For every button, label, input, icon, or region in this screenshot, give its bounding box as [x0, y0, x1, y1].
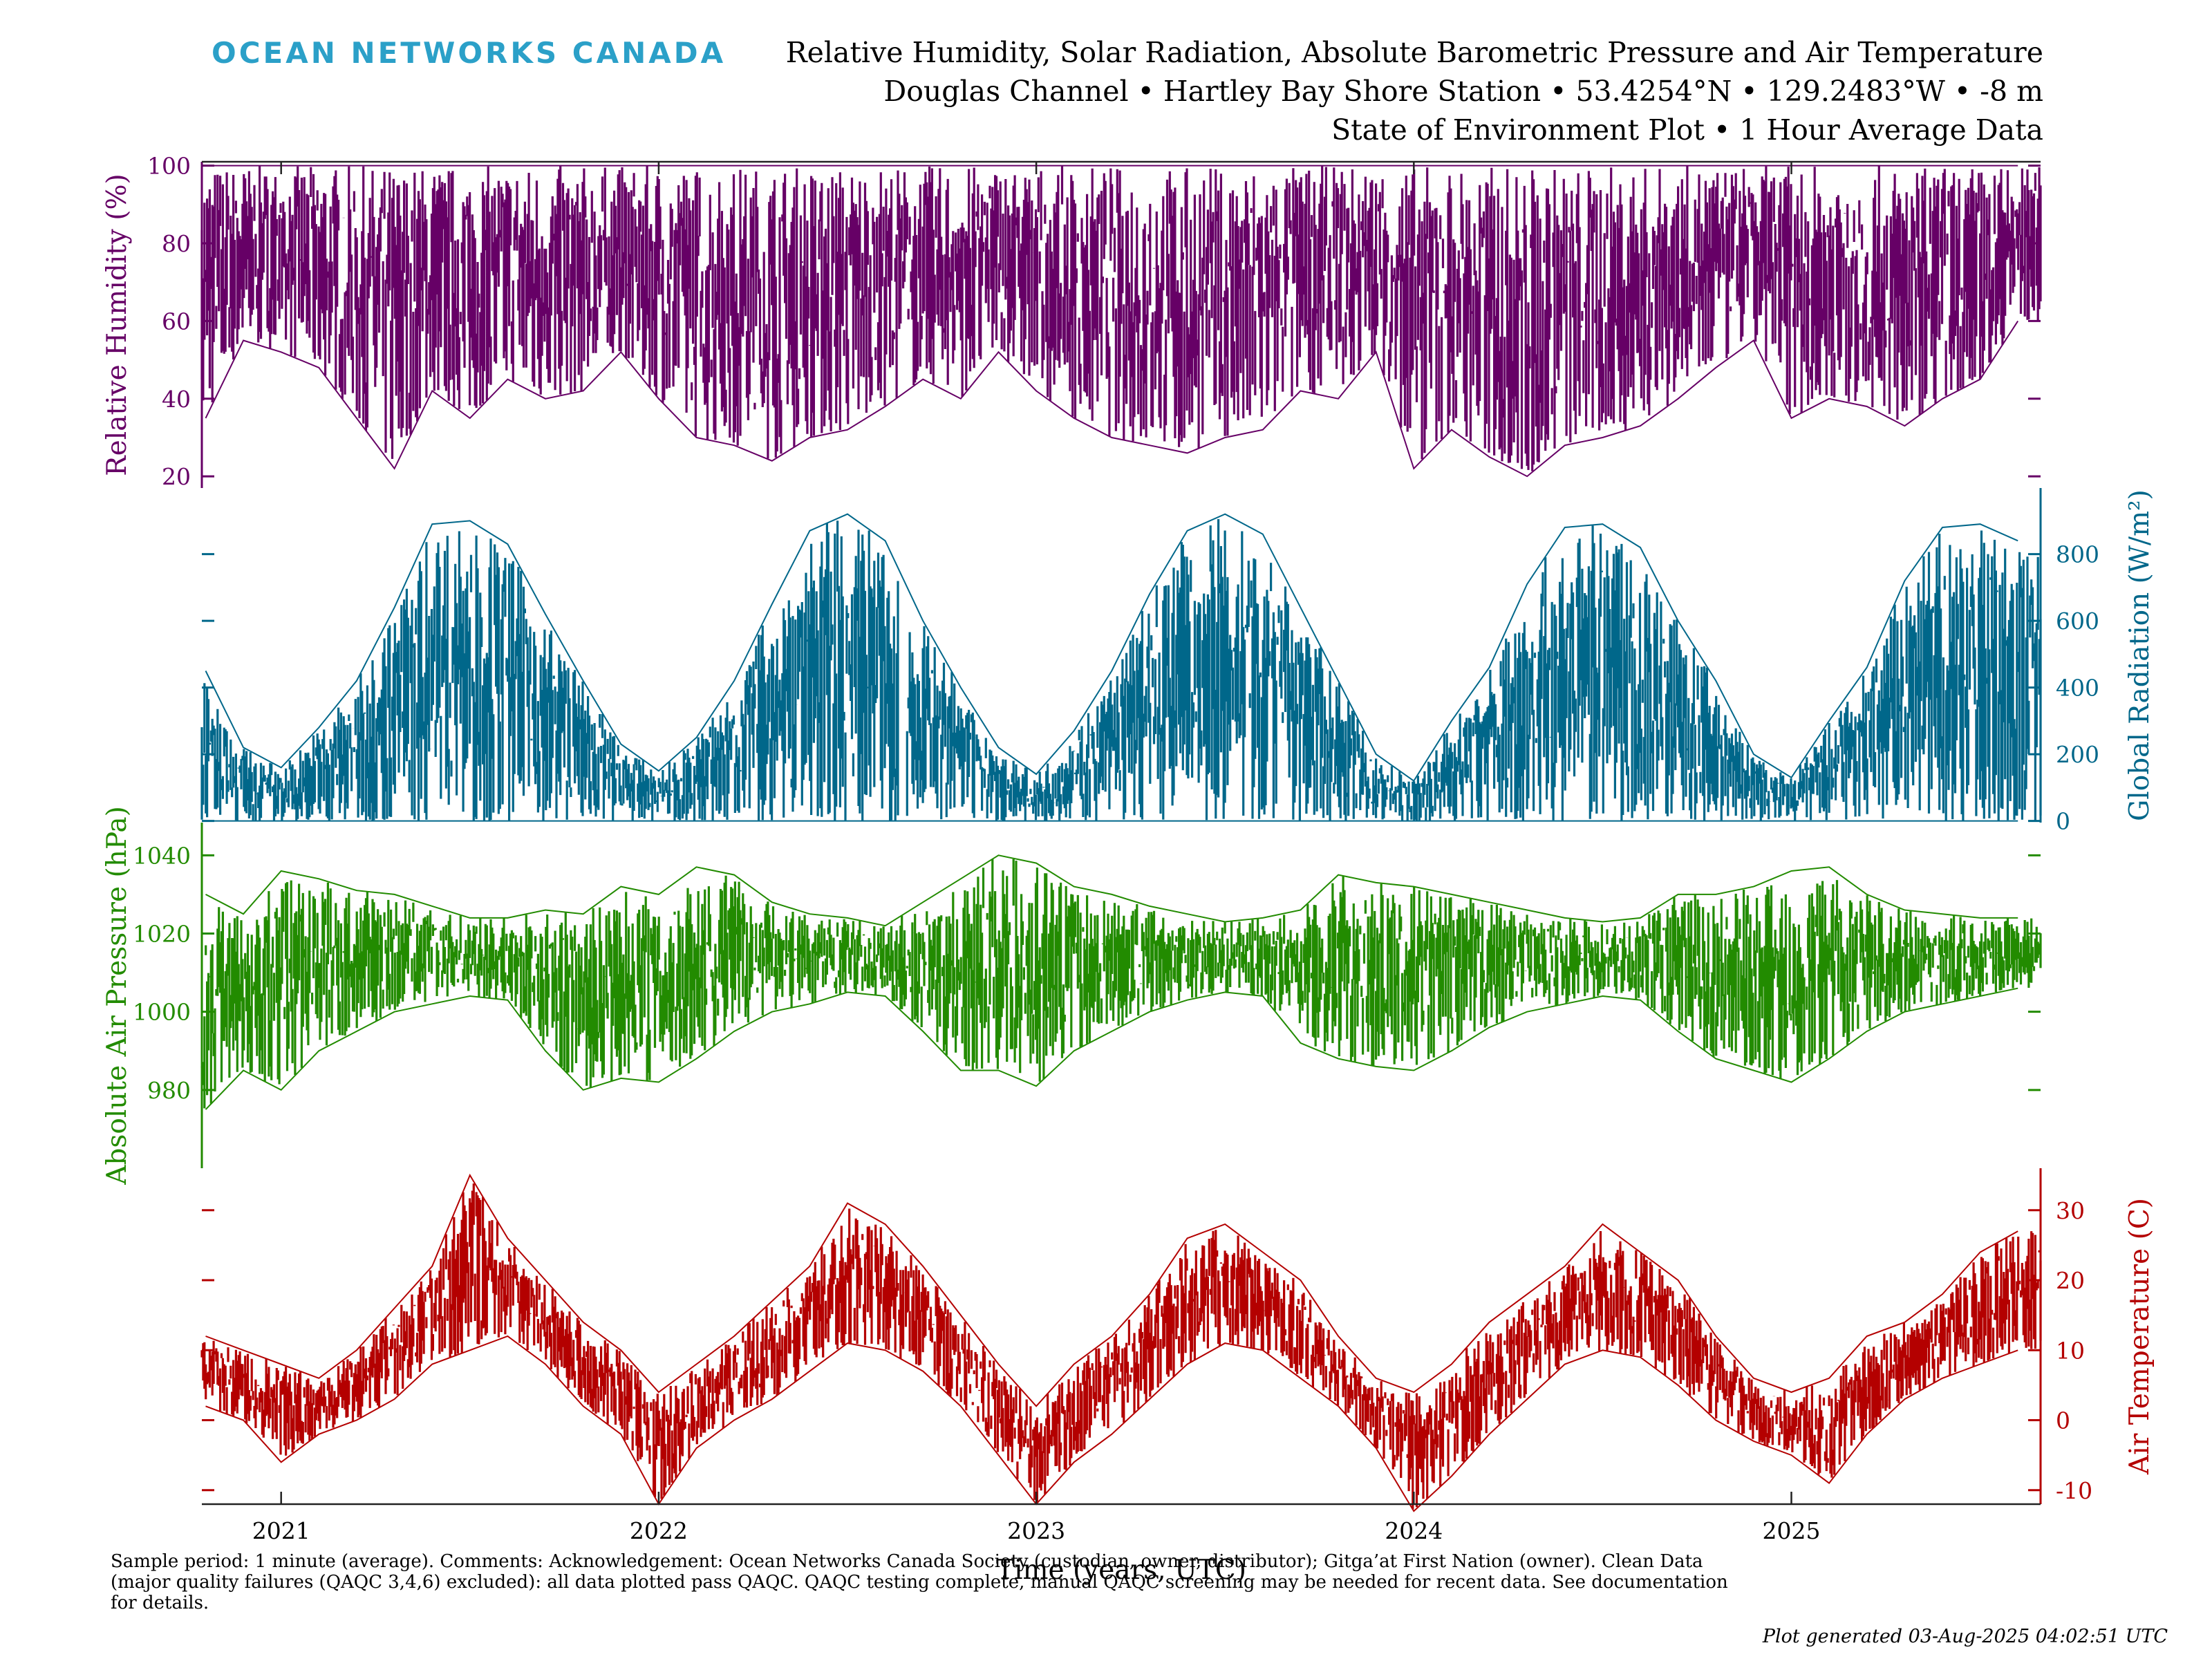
y-tick-label: 980 [147, 1077, 191, 1104]
x-axis-title: Time (years, UTC) [996, 1555, 1246, 1586]
y-tick-label: 1020 [133, 920, 191, 947]
y-axis-title: Global Radiation (W/m²) [2124, 489, 2155, 821]
y-tick-label: 40 [162, 386, 191, 413]
y-tick-label: 600 [2056, 608, 2099, 635]
series-trace [200, 859, 2042, 1109]
x-tick-label: 2023 [1007, 1517, 1065, 1544]
y-tick-label: 60 [162, 308, 191, 335]
y-tick-label: 20 [162, 463, 191, 490]
chart-subtitle-plot-type: State of Environment Plot • 1 Hour Avera… [1331, 113, 2043, 147]
series-min-line [205, 1335, 2018, 1512]
y-tick-label: 1040 [133, 842, 191, 869]
series-max-line [205, 513, 2018, 782]
panel-air-temperature: -10 0 10 20 30 Air Temperature (C) [200, 1168, 2155, 1512]
y-tick-label: 1000 [133, 999, 191, 1026]
x-tick-label: 2024 [1385, 1517, 1443, 1544]
series-min-line [205, 320, 2019, 478]
series-trace [200, 519, 2042, 821]
series-max-line [205, 854, 2018, 927]
y-axis-title: Air Temperature (C) [2124, 1198, 2155, 1475]
y-tick-label: -10 [2056, 1477, 2092, 1504]
chart-subtitle-location: Douglas Channel • Hartley Bay Shore Stat… [883, 75, 2043, 108]
y-tick-label: 30 [2056, 1197, 2085, 1224]
y-tick-label: 80 [162, 230, 191, 257]
generated-timestamp: Plot generated 03-Aug-2025 04:02:51 UTC [1762, 1626, 2168, 1647]
y-axis-title: Absolute Air Pressure (hPa) [102, 806, 133, 1185]
y-tick-label: 0 [2056, 1407, 2070, 1434]
series-trace [200, 165, 2042, 471]
chart-title: Relative Humidity, Solar Radiation, Abso… [785, 36, 2043, 69]
panel-global-radiation: 0 200 400 600 800 Global Radiation (W/m²) [200, 488, 2155, 835]
x-tick-label: 2021 [252, 1517, 310, 1544]
series-min-line [205, 987, 2018, 1110]
y-tick-label: 800 [2056, 541, 2099, 568]
y-tick-label: 100 [147, 153, 191, 180]
y-tick-label: 400 [2056, 675, 2099, 702]
y-tick-label: 0 [2056, 808, 2070, 835]
y-tick-label: 10 [2056, 1337, 2085, 1364]
panel-relative-humidity: 20 40 60 80 100 Relative Humidity (%) [102, 153, 2042, 490]
y-tick-label: 200 [2056, 741, 2099, 768]
series-max-line [205, 1173, 2018, 1407]
onc-logo: OCEAN NETWORKS CANADA [212, 36, 727, 70]
y-tick-label: 20 [2056, 1267, 2085, 1294]
footer-note: Sample period: 1 minute (average). Comme… [111, 1551, 1728, 1613]
series-trace [200, 1183, 2042, 1510]
y-axis-title: Relative Humidity (%) [102, 174, 133, 476]
x-tick-label: 2022 [630, 1517, 688, 1544]
x-axis: 2021 2022 2023 2024 2025 Time (years, UTC) [252, 162, 1821, 1586]
x-tick-label: 2025 [1763, 1517, 1821, 1544]
